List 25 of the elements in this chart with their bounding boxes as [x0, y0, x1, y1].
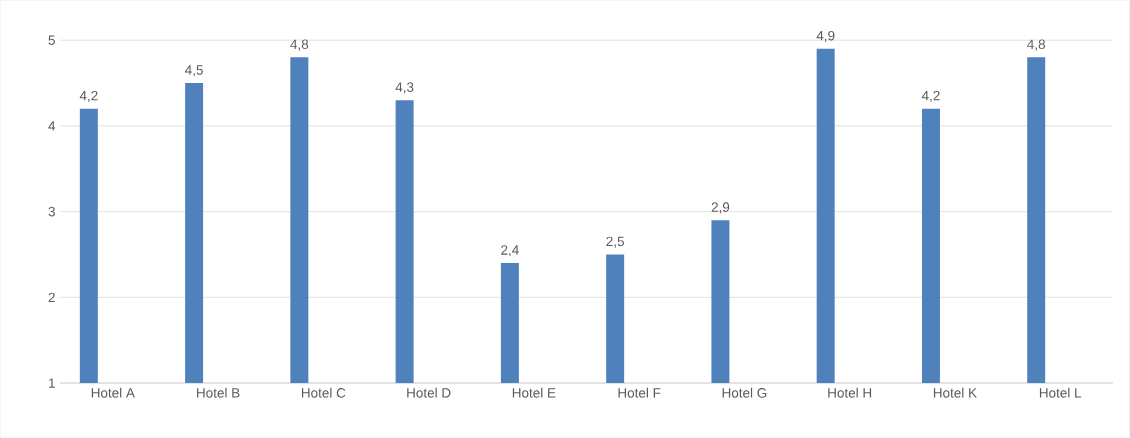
x-tick-label: Hotel C — [301, 387, 346, 398]
x-tick-label: Hotel F — [618, 387, 661, 398]
y-tick-label: 1 — [49, 378, 55, 388]
data-label: 2,9 — [711, 202, 730, 214]
data-label: 4,3 — [395, 82, 414, 94]
x-tick-label: Hotel G — [722, 387, 767, 398]
data-label: 2,4 — [501, 245, 519, 257]
data-label: 4,8 — [1027, 39, 1045, 51]
data-label: 4,5 — [185, 65, 203, 77]
x-tick-label: Hotel L — [1039, 387, 1082, 398]
x-tick-label: Hotel A — [91, 387, 135, 398]
x-tick-label: Hotel D — [407, 387, 451, 398]
y-tick-label: 4 — [48, 121, 56, 131]
data-label: 4,8 — [290, 39, 309, 51]
data-label: 4,2 — [79, 90, 98, 102]
y-tick-label: 2 — [48, 292, 55, 302]
x-tick-label: Hotel K — [933, 387, 977, 398]
y-tick-label: 5 — [48, 35, 55, 45]
data-label: 2,5 — [606, 236, 624, 248]
data-label: 4,9 — [816, 30, 835, 42]
x-tick-label: Hotel B — [197, 387, 240, 398]
x-tick-label: Hotel E — [512, 387, 556, 398]
data-label: 4,2 — [921, 90, 940, 102]
y-tick-label: 3 — [48, 206, 55, 217]
x-tick-label: Hotel H — [828, 387, 872, 398]
